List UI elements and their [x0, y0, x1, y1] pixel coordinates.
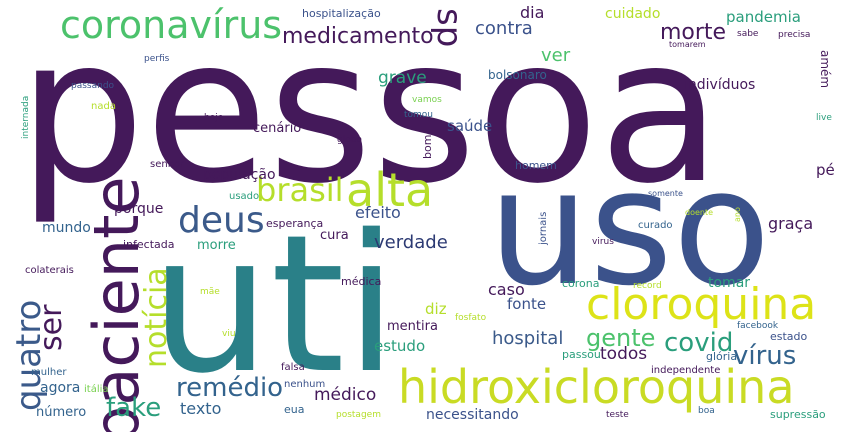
word-bom: bom	[421, 134, 434, 159]
word-uso: uso	[488, 134, 771, 321]
word-boa: boa	[698, 406, 715, 416]
word-globo: globo	[337, 135, 362, 145]
word-fosfato: fosfato	[455, 313, 487, 323]
word-virus: virus	[592, 237, 614, 247]
word-viu: viu	[222, 329, 236, 339]
word-dia: dia	[520, 3, 545, 22]
word-morre: morre	[197, 238, 236, 253]
word-estudo: estudo	[374, 337, 426, 355]
word-noticia: notícia	[139, 267, 174, 368]
word-facebook: facebook	[737, 321, 779, 331]
word-tomarem: tomarem	[669, 40, 706, 49]
word-homem: homem	[515, 159, 557, 172]
word-grave: grave	[378, 68, 427, 88]
word-bolsonaro: bolsonaro	[488, 68, 547, 82]
word-efeito: efeito	[355, 203, 401, 222]
word-tomou: tomou	[404, 110, 434, 120]
word-tomar: tomar	[708, 275, 751, 291]
word-cuidado: cuidado	[605, 6, 661, 22]
word-infectada: infectada	[123, 238, 175, 251]
word-fake: fake	[106, 393, 162, 423]
word-vamos: vamos	[412, 95, 442, 105]
word-cloroquina: cloroquina	[586, 279, 817, 330]
word-individuos: indivíduos	[684, 77, 756, 93]
word-ver: ver	[541, 45, 571, 66]
word-pandemia: pandemia	[726, 8, 801, 26]
word-teste: teste	[606, 410, 629, 420]
word-medicamento: medicamento	[282, 24, 434, 49]
word-covid: covid	[664, 328, 734, 358]
word-somente: somente	[648, 189, 683, 198]
word-usado: usado	[229, 191, 260, 202]
word-brasil: brasil	[256, 171, 344, 209]
word-passando: passando	[71, 81, 115, 91]
word-sp: sp	[429, 8, 469, 48]
word-ano: ano	[733, 207, 742, 222]
word-record: record	[633, 281, 662, 291]
word-passou: passou	[562, 348, 601, 361]
word-verdade: verdade	[374, 232, 448, 253]
word-remedio: remédio	[176, 373, 284, 403]
word-diz: diz	[425, 300, 447, 318]
word-necessitando: necessitando	[426, 407, 519, 423]
word-curado: curado	[638, 220, 673, 231]
word-texto: texto	[180, 399, 222, 418]
word-saude: saúde	[447, 117, 493, 135]
word-hidroxicloroquina: hidroxicloroquina	[398, 360, 795, 414]
word-numero: número	[36, 405, 87, 420]
word-amem: amém	[818, 50, 832, 89]
word-gente: gente	[586, 324, 656, 352]
word-medico: médico	[314, 385, 377, 405]
word-estado: estado	[770, 330, 808, 343]
word-hospital: hospital	[492, 328, 564, 349]
word-gloria: glória	[706, 350, 738, 363]
word-senhor: senhor	[150, 159, 185, 170]
word-falsa: falsa	[281, 362, 305, 373]
word-medica: médica	[341, 275, 382, 288]
word-ser: ser	[34, 304, 69, 351]
word-jornais: jornais	[538, 211, 549, 245]
word-eua: eua	[284, 403, 305, 416]
word-uti: uti	[150, 194, 398, 415]
word-mulher: mulher	[31, 367, 67, 378]
word-graca: graça	[768, 214, 814, 233]
word-pessoa: pessoa	[18, 0, 722, 228]
word-hoje: hoje	[204, 113, 224, 123]
word-sabe: sabe	[737, 29, 759, 39]
word-mundo: mundo	[42, 220, 91, 236]
word-colaterais: colaterais	[25, 265, 74, 276]
word-deus: deus	[178, 200, 265, 241]
word-esperanca: esperança	[266, 217, 324, 230]
word-coronavirus: coronavírus	[60, 3, 283, 47]
word-precisa: precisa	[778, 30, 811, 40]
word-supressao: supressão	[770, 408, 826, 421]
word-todos: todos	[600, 344, 648, 364]
word-internada: internada	[21, 95, 31, 139]
word-postagem: postagem	[336, 410, 381, 420]
word-perfis: perfis	[144, 54, 170, 64]
word-porque: porque	[114, 201, 164, 217]
word-independente: independente	[651, 365, 721, 376]
word-nenhum: nenhum	[284, 379, 326, 390]
word-contra: contra	[475, 18, 533, 39]
word-caso: caso	[488, 280, 525, 299]
word-italia: itália	[84, 384, 109, 395]
word-virus: vírus	[733, 341, 797, 371]
word-populacao: população	[203, 167, 276, 183]
word-live: live	[816, 113, 832, 123]
word-morte: morte	[660, 20, 727, 45]
word-cura: cura	[320, 228, 349, 243]
word-agora: agora	[40, 380, 81, 396]
word-pe: pé	[816, 161, 835, 179]
word-corona: corona	[562, 277, 600, 290]
word-nada: nada	[91, 101, 116, 112]
word-mae: mãe	[200, 287, 220, 297]
word-alta: alta	[346, 163, 434, 217]
word-fonte: fonte	[507, 295, 547, 313]
word-mentira: mentira	[387, 319, 438, 334]
word-hospitalizacao: hospitalização	[302, 7, 381, 20]
word-doente: doente	[685, 208, 714, 217]
word-cenario: cenário	[253, 121, 302, 136]
